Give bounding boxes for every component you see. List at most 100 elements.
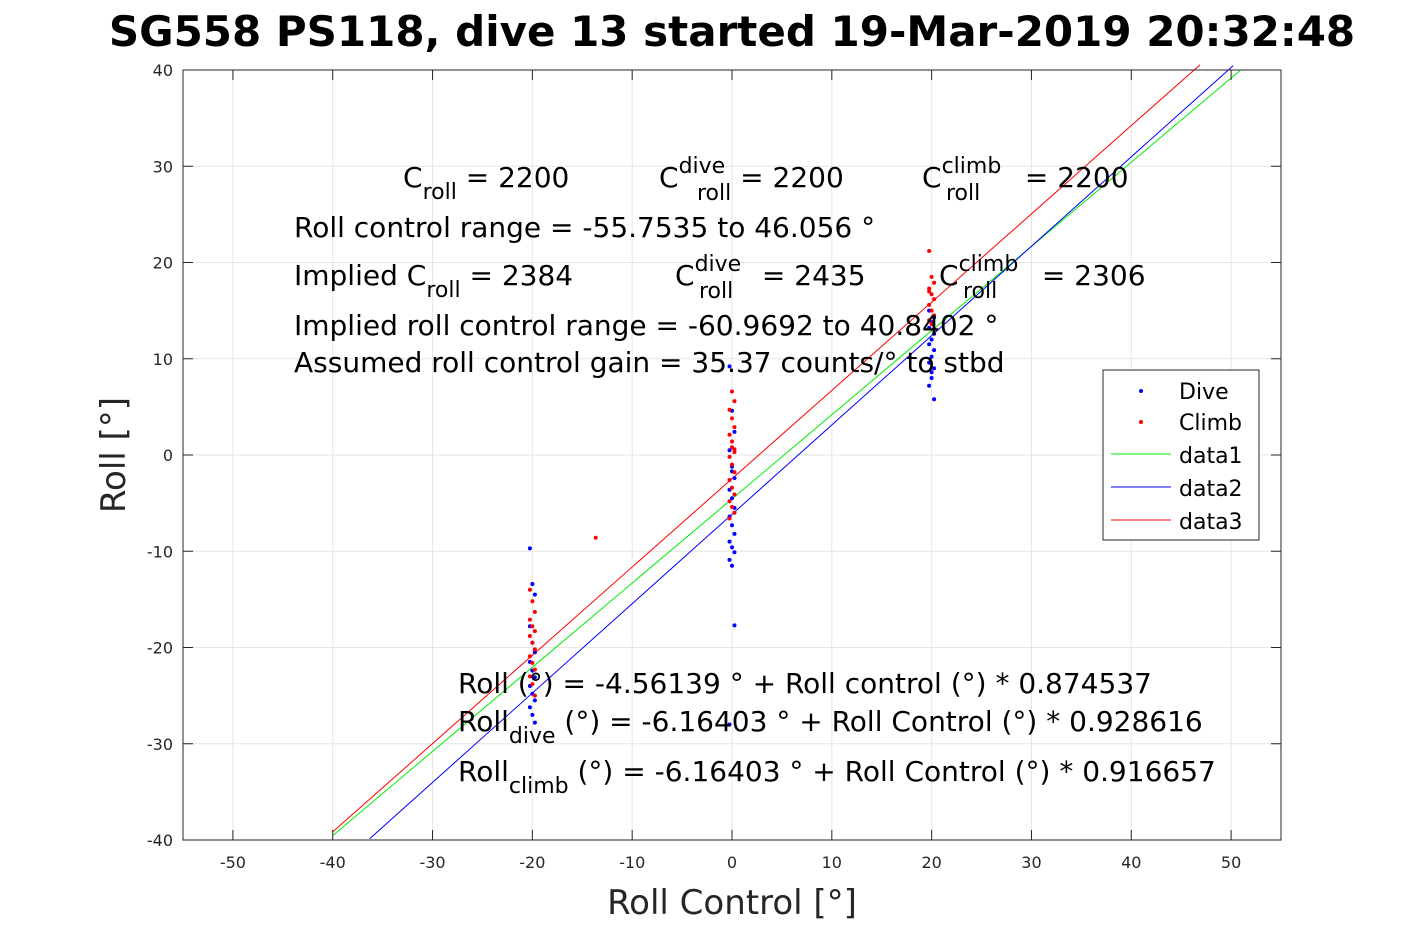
point-climb xyxy=(927,249,932,253)
y-tick-label: 0 xyxy=(163,446,173,465)
point-dive xyxy=(929,370,934,375)
y-tick-label: -20 xyxy=(147,639,173,658)
point-climb xyxy=(732,450,737,455)
point-climb xyxy=(730,485,734,490)
point-dive xyxy=(530,582,535,586)
point-climb xyxy=(727,454,732,459)
point-dive xyxy=(730,545,734,550)
point-climb xyxy=(730,389,734,394)
point-climb xyxy=(593,535,598,540)
point-dive xyxy=(532,650,537,655)
annotation-implied-c-roll: Implied Croll = 2384 xyxy=(294,259,573,303)
annotation-fit-roll-climb: Rollclimb (°) = -6.16403 ° + Roll Contro… xyxy=(458,755,1216,799)
point-climb xyxy=(730,416,734,421)
legend-label-dive: Dive xyxy=(1179,380,1229,405)
point-climb xyxy=(929,308,934,313)
annotation-implied-c-roll-climb: Cclimb roll = 2306 xyxy=(939,252,1146,304)
x-axis-ticks: -50 -40 -30 -20 -10 0 10 20 30 40 50 xyxy=(220,70,1241,872)
point-climb xyxy=(530,624,535,629)
legend-label-data1: data1 xyxy=(1179,444,1243,469)
legend-label-data3: data3 xyxy=(1179,510,1243,535)
point-dive xyxy=(730,563,734,568)
y-tick-label: -40 xyxy=(147,831,173,850)
y-axis-ticks: -40 -30 -20 -10 0 10 20 30 40 xyxy=(147,61,1281,850)
y-tick-label: 10 xyxy=(153,350,173,369)
y-tick-label: -10 xyxy=(147,542,173,561)
point-climb xyxy=(929,274,934,279)
point-climb xyxy=(732,492,737,497)
series-line-data3 xyxy=(332,64,1201,833)
x-tick-label: 20 xyxy=(921,853,941,872)
y-tick-label: 40 xyxy=(153,61,173,80)
point-climb xyxy=(929,292,934,297)
point-dive xyxy=(927,342,932,347)
series-line-data1 xyxy=(332,70,1241,836)
annotation-implied-c-roll-dive: Cdive roll = 2435 xyxy=(675,252,866,304)
point-climb xyxy=(530,682,535,687)
series-lines xyxy=(332,64,1241,840)
point-climb xyxy=(927,318,932,323)
point-dive xyxy=(532,675,537,680)
point-dive xyxy=(532,720,537,725)
point-climb xyxy=(932,297,937,302)
point-dive xyxy=(730,496,734,501)
legend-label-climb: Climb xyxy=(1179,411,1242,436)
point-climb xyxy=(927,286,932,291)
point-climb xyxy=(732,425,737,430)
point-climb xyxy=(929,322,934,327)
legend-box xyxy=(1102,369,1260,541)
point-climb xyxy=(727,407,732,412)
x-axis-label: Roll Control [°] xyxy=(607,883,857,923)
point-climb xyxy=(530,640,535,645)
plot-area: -50 -40 -30 -20 -10 0 10 20 30 40 50 -40 -30 -20 -10 0… xyxy=(147,61,1282,872)
point-climb xyxy=(727,499,732,504)
annotations: Croll = 2200 Cdive roll = 2200 Cclimb roll… xyxy=(294,154,1216,799)
annotation-implied-roll-control-range: Implied roll control range = -60.9692 to… xyxy=(294,309,998,342)
point-climb xyxy=(932,313,937,318)
point-dive xyxy=(927,383,932,388)
point-climb xyxy=(727,516,732,521)
point-climb xyxy=(532,667,537,672)
point-dive xyxy=(532,698,537,703)
point-climb xyxy=(532,693,537,698)
point-climb xyxy=(932,326,937,331)
point-dive xyxy=(932,366,937,371)
x-tick-label: 30 xyxy=(1021,853,1041,872)
point-climb xyxy=(727,432,732,437)
point-climb xyxy=(532,609,537,614)
point-climb xyxy=(932,280,937,285)
point-dive xyxy=(929,337,934,342)
point-climb xyxy=(527,674,532,679)
point-dive xyxy=(732,623,737,628)
point-climb xyxy=(730,439,734,444)
x-tick-label: -50 xyxy=(220,853,246,872)
point-climb xyxy=(527,634,532,638)
legend-label-data2: data2 xyxy=(1179,477,1243,502)
point-climb xyxy=(730,462,734,467)
point-climb xyxy=(927,289,932,294)
point-climb xyxy=(732,510,737,515)
point-dive xyxy=(932,348,937,353)
series-points xyxy=(527,249,937,727)
point-dive xyxy=(929,354,934,359)
point-dive xyxy=(932,397,937,402)
annotation-roll-control-range: Roll control range = -55.7535 to 46.056 … xyxy=(294,211,875,244)
point-climb xyxy=(530,599,535,604)
point-climb xyxy=(927,302,932,307)
point-climb xyxy=(527,617,532,622)
x-tick-label: 0 xyxy=(727,853,737,872)
legend-marker-dive xyxy=(1139,389,1143,393)
x-tick-label: -40 xyxy=(320,853,346,872)
y-tick-label: 30 xyxy=(153,157,173,176)
point-climb xyxy=(730,445,734,450)
point-climb xyxy=(727,478,732,482)
point-dive xyxy=(927,360,932,365)
x-tick-label: -30 xyxy=(419,853,445,872)
legend: Dive Climb data1 data2 data3 xyxy=(1102,369,1260,541)
x-tick-label: -20 xyxy=(519,853,545,872)
point-climb xyxy=(732,399,737,404)
series-line-data2 xyxy=(369,65,1234,840)
point-dive xyxy=(727,557,732,562)
point-climb xyxy=(527,654,532,659)
